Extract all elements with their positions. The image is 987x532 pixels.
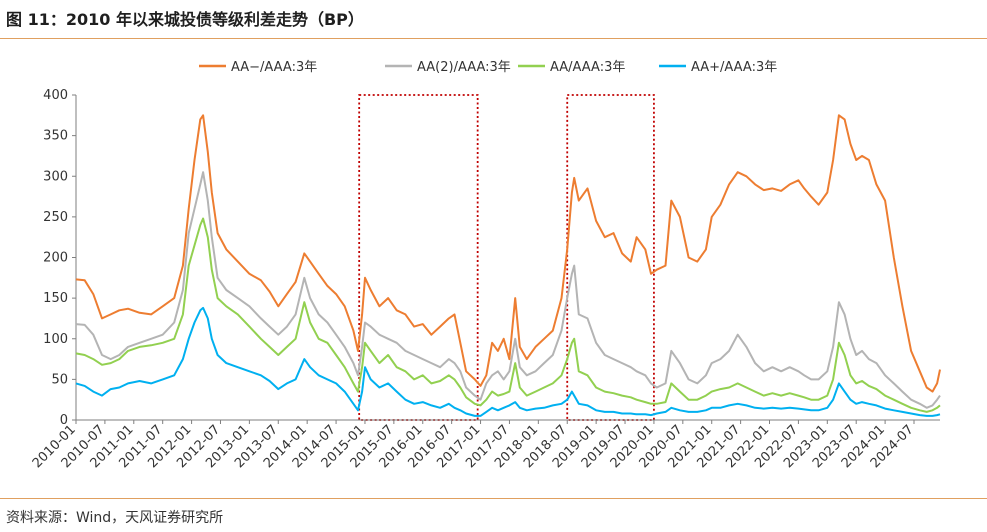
legend-label: AA+/AAA:3年: [691, 60, 777, 75]
y-tick-label: 0: [60, 413, 68, 428]
y-tick-label: 100: [43, 332, 68, 347]
y-tick-label: 400: [43, 88, 68, 103]
series-line: [75, 171, 941, 409]
source-note: 资料来源：Wind，天风证券研究所: [6, 510, 224, 526]
series-line: [75, 217, 941, 413]
y-tick-label: 300: [43, 169, 68, 184]
legend-label: AA(2)/AAA:3年: [417, 60, 511, 75]
legend-label: AA−/AAA:3年: [231, 60, 317, 75]
legend-label: AA/AAA:3年: [550, 60, 625, 75]
chart-title: 图 11：2010 年以来城投债等级利差走势（BP）: [6, 10, 364, 29]
y-tick-label: 200: [43, 251, 68, 266]
chart-legend: AA−/AAA:3年 AA(2)/AAA:3年 AA/AAA:3年 AA+/AAA:3…: [199, 60, 777, 75]
y-tick-label: 150: [43, 291, 68, 306]
y-tick-label: 350: [43, 129, 68, 144]
footer-divider: [0, 498, 987, 499]
title-divider: [0, 38, 987, 39]
series-line: [75, 306, 941, 417]
y-tick-label: 50: [51, 372, 68, 387]
highlight-box: [358, 94, 479, 421]
y-tick-label: 250: [43, 210, 68, 225]
series-line: [75, 114, 941, 393]
series-lines: [75, 114, 941, 417]
